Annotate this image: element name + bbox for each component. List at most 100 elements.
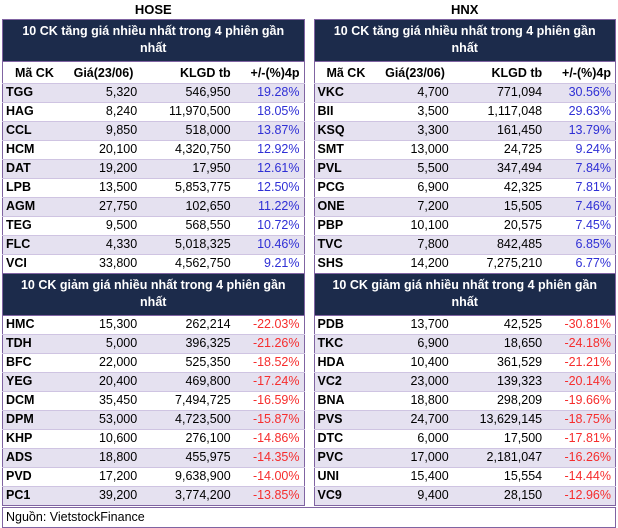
change-percent: 19.28%	[257, 85, 300, 99]
avg-volume-value: 4,320,750	[175, 142, 231, 156]
change-percent: 11.22%	[258, 199, 300, 213]
avg-volume-value: 2,181,047	[486, 450, 543, 464]
col-header-code: Mã CK	[314, 61, 378, 84]
change-percent: -17.24%	[252, 374, 300, 388]
losers-band-row: 10 CK giảm giá nhiều nhất trong 4 phiên …	[313, 273, 616, 316]
stock-row: TKC 6,900 18,650 -24.18%	[314, 334, 616, 354]
avg-volume-value: 42,325	[503, 180, 543, 194]
price-value: 18,800	[410, 393, 449, 407]
stock-row: PVC 17,000 2,181,047 -16.26%	[314, 448, 616, 468]
change-percent: 6.85%	[575, 237, 611, 251]
stock-code: CCL	[6, 123, 32, 137]
stock-code: SHS	[317, 256, 344, 270]
change-percent: -19.66%	[564, 393, 611, 407]
price-value: 9,850	[105, 123, 138, 137]
change-percent: -20.14%	[564, 374, 611, 388]
avg-volume-value: 24,725	[503, 142, 543, 156]
avg-volume-value: 525,350	[185, 355, 231, 369]
stock-code: TGG	[6, 85, 34, 99]
stock-code: TEG	[6, 218, 32, 232]
price-value: 13,500	[98, 180, 138, 194]
change-percent: -18.52%	[252, 355, 300, 369]
change-percent: -17.81%	[564, 431, 611, 445]
change-percent: -14.86%	[252, 431, 300, 445]
stock-row: SMT 13,000 24,725 9.24%	[314, 141, 616, 160]
change-percent: -15.87%	[252, 412, 300, 426]
avg-volume-value: 298,209	[496, 393, 543, 407]
stock-row: PBP 10,100 20,575 7.45%	[314, 217, 616, 236]
price-value: 6,900	[417, 180, 449, 194]
price-value: 17,000	[410, 450, 449, 464]
stock-row: PC1 39,200 3,774,200 -13.85%	[2, 486, 304, 506]
avg-volume-value: 396,325	[185, 336, 231, 350]
price-value: 3,500	[417, 104, 449, 118]
price-value: 33,800	[98, 256, 138, 270]
change-percent: -16.26%	[564, 450, 611, 464]
exchange-title-hose: HOSE	[134, 2, 172, 17]
stock-code: SMT	[317, 142, 344, 156]
stock-row: TGG 5,320 546,950 19.28%	[2, 83, 304, 103]
stock-code: PC1	[6, 488, 31, 502]
change-percent: -14.35%	[252, 450, 300, 464]
stock-row: ADS 18,800 455,975 -14.35%	[2, 448, 304, 468]
price-value: 10,100	[410, 218, 449, 232]
price-value: 19,200	[98, 161, 138, 175]
stock-row: YEG 20,400 469,800 -17.24%	[2, 372, 304, 392]
exchange-title-hnx: HNX	[451, 2, 479, 17]
stock-row: HMC 15,300 262,214 -22.03%	[2, 316, 304, 335]
price-value: 15,400	[410, 469, 449, 483]
stock-row: PVS 24,700 13,629,145 -18.75%	[314, 410, 616, 430]
change-percent: -14.44%	[564, 469, 611, 483]
price-value: 10,400	[410, 355, 449, 369]
avg-volume-value: 9,638,900	[175, 469, 231, 483]
stock-row: KSQ 3,300 161,450 13.79%	[314, 121, 616, 141]
avg-volume-value: 13,629,145	[479, 412, 543, 426]
stock-row: TDH 5,000 396,325 -21.26%	[2, 334, 304, 354]
stock-code: TVC	[317, 237, 343, 251]
avg-volume-value: 102,650	[185, 199, 231, 213]
stock-code: BII	[317, 104, 334, 118]
change-percent: 7.81%	[575, 180, 611, 194]
col-header-volume: KLGD tb	[141, 61, 235, 84]
price-value: 3,300	[417, 123, 449, 137]
panel-hose: HOSE 10 CK tăng giá nhiều nhất trong 4 p…	[2, 0, 305, 506]
avg-volume-value: 28,150	[503, 488, 543, 502]
stock-code: AGM	[6, 199, 36, 213]
stock-row: KHP 10,600 276,100 -14.86%	[2, 430, 304, 449]
stock-row: VCI 33,800 4,562,750 9.21%	[3, 255, 305, 274]
avg-volume-value: 568,550	[185, 218, 231, 232]
col-header-price: Giá(23/06)	[377, 61, 453, 84]
change-percent: -13.85%	[252, 488, 300, 502]
stock-code: ONE	[317, 199, 345, 213]
change-percent: 7.84%	[575, 161, 611, 175]
change-percent: 29.63%	[568, 104, 611, 118]
losers-band-row: 10 CK giảm giá nhiều nhất trong 4 phiên …	[2, 273, 305, 316]
avg-volume-value: 17,500	[503, 431, 543, 445]
avg-volume-value: 15,554	[503, 469, 543, 483]
price-value: 20,400	[98, 374, 138, 388]
price-value: 18,800	[98, 450, 138, 464]
hose-gainers-body: TGG 5,320 546,950 19.28% HAG 8,240 11,970,500 1…	[2, 83, 305, 274]
stock-code: PVS	[317, 412, 343, 426]
stock-row: FLC 4,330 5,018,325 10.46%	[2, 235, 304, 255]
column-header-row: Mã CK Giá(23/06) KLGD tb +/-(%)4p	[314, 61, 616, 84]
change-percent: -30.81%	[564, 317, 611, 331]
price-value: 6,000	[417, 431, 449, 445]
avg-volume-value: 771,094	[496, 85, 543, 99]
col-header-volume: KLGD tb	[452, 61, 547, 84]
column-header-row: Mã CK Giá(23/06) KLGD tb +/-(%)4p	[2, 61, 304, 84]
hose-stock-table: 10 CK tăng giá nhiều nhất trong 4 phiên …	[2, 19, 305, 506]
stock-row: PCG 6,900 42,325 7.81%	[314, 179, 616, 198]
change-percent: 7.46%	[575, 199, 611, 213]
stock-code: UNI	[317, 469, 340, 483]
change-percent: -18.75%	[564, 412, 611, 426]
col-header-code: Mã CK	[2, 61, 66, 84]
change-percent: 9.21%	[264, 256, 300, 270]
change-percent: 12.50%	[257, 180, 300, 194]
stock-row: PVD 17,200 9,638,900 -14.00%	[2, 468, 304, 487]
change-percent: -21.26%	[252, 336, 300, 350]
stock-code: ADS	[6, 450, 33, 464]
source-note: Nguồn: VietstockFinance	[2, 507, 616, 528]
price-value: 7,800	[417, 237, 449, 251]
